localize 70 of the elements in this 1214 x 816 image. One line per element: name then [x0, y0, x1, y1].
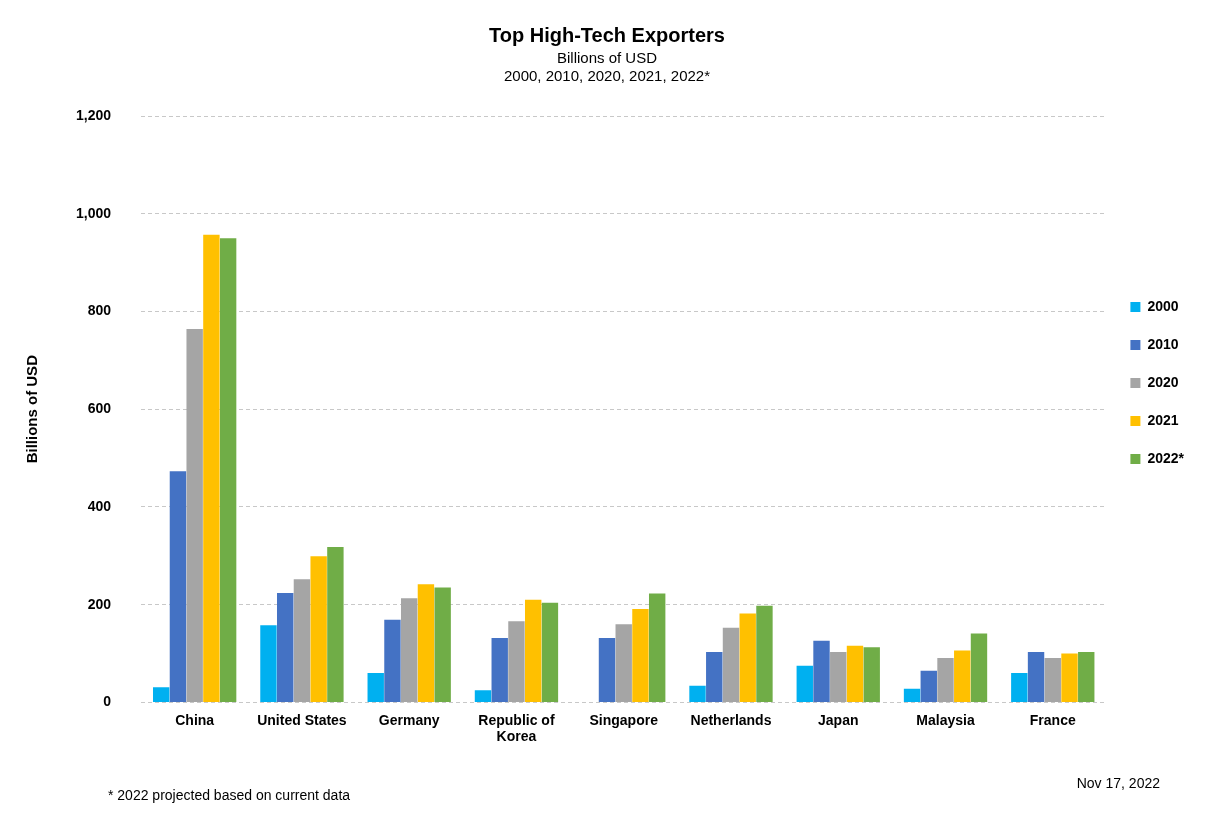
bar	[689, 685, 706, 702]
y-tick-label: 600	[87, 400, 112, 417]
y-tick-label: 400	[87, 497, 112, 514]
y-tick-label: 800	[87, 302, 112, 319]
bar	[1011, 673, 1028, 702]
bar	[830, 652, 847, 702]
x-tick-label: Germany	[378, 711, 440, 728]
bar	[954, 650, 971, 702]
bar	[491, 637, 508, 702]
text: Nov 17, 2022	[1076, 775, 1161, 791]
bar	[541, 602, 559, 702]
bar	[863, 647, 880, 702]
bar	[367, 673, 384, 702]
legend-label: 2010	[1147, 335, 1179, 352]
bar	[920, 670, 937, 702]
x-tick-label: Japan	[818, 711, 859, 728]
x-tick-label: China	[175, 711, 215, 728]
x-tick-label: United States	[257, 711, 347, 728]
bar	[186, 329, 203, 702]
bar	[384, 619, 401, 702]
bar	[739, 613, 756, 702]
legend-label: 2022*	[1147, 449, 1185, 466]
bar	[722, 627, 740, 702]
text: * 2022 projected based on current data	[108, 787, 351, 803]
bar	[524, 599, 542, 702]
bar	[417, 584, 435, 702]
bar	[400, 598, 418, 702]
bar	[153, 687, 170, 702]
bar	[277, 592, 294, 702]
bar	[508, 621, 525, 702]
bar	[598, 637, 616, 702]
chart-subtitle: Billions of USD 2000, 2010, 2020, 2021, 2022*	[503, 49, 711, 85]
bar	[219, 238, 237, 702]
x-tick-label: Malaysia	[916, 711, 975, 728]
bar	[846, 645, 864, 702]
bar	[615, 624, 632, 702]
bar	[648, 593, 666, 702]
x-tick-label: France	[1029, 711, 1076, 728]
y-tick-label: 200	[87, 595, 112, 612]
bar	[1061, 653, 1078, 702]
bar	[260, 625, 277, 702]
bar	[1027, 652, 1045, 702]
x-tick-label: Singapore	[589, 711, 659, 728]
bar	[1078, 652, 1095, 702]
bar	[756, 605, 773, 702]
bar	[937, 657, 954, 702]
y-tick-label: 1,000	[75, 204, 112, 221]
bar	[203, 234, 220, 702]
bar	[970, 633, 988, 702]
legend-label: 2021	[1147, 411, 1179, 428]
y-axis-title: Billions of USD	[23, 354, 41, 464]
bar	[706, 652, 723, 702]
bar	[796, 665, 813, 702]
x-tick-label: Republic of Korea	[478, 711, 555, 745]
bar	[169, 471, 187, 702]
x-tick-label: Netherlands	[690, 711, 772, 728]
chart-title: Top High-Tech Exporters	[489, 23, 725, 46]
bar	[813, 640, 830, 702]
bar	[632, 609, 649, 702]
bar	[327, 547, 344, 702]
legend-label: 2000	[1147, 297, 1179, 314]
bar	[310, 556, 327, 702]
bar	[474, 690, 492, 702]
bar	[1044, 657, 1061, 702]
bar	[293, 579, 311, 702]
bar	[434, 587, 451, 702]
bar	[903, 688, 921, 702]
y-tick-label: 0	[103, 693, 112, 710]
y-tick-label: 1,200	[75, 106, 112, 123]
legend-label: 2020	[1147, 373, 1179, 390]
